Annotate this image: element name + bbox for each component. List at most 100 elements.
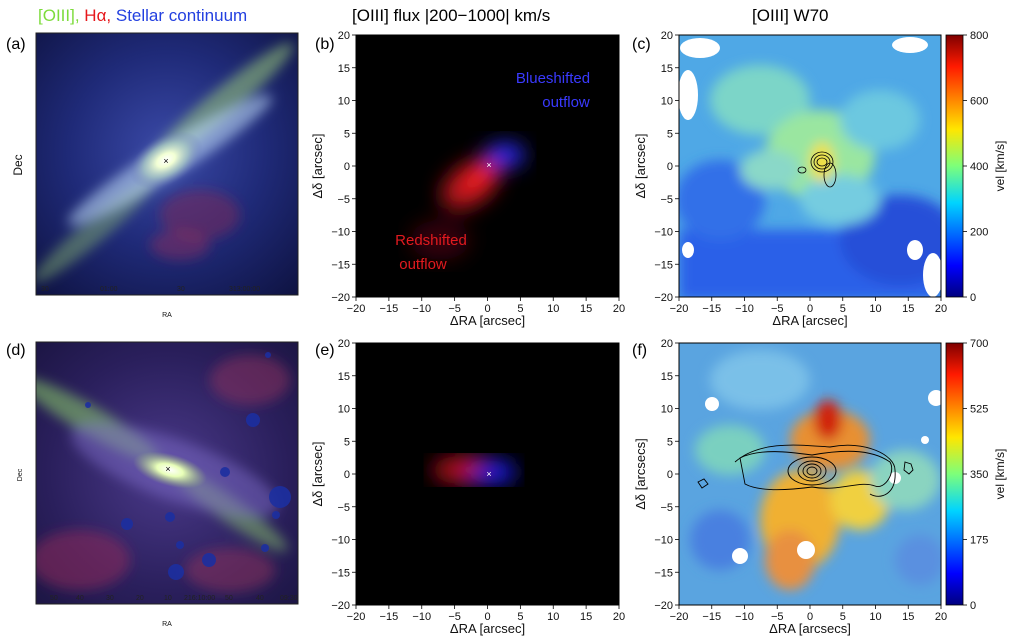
rgb-d-xtick: 10 <box>164 595 172 602</box>
y-tick-label: 10 <box>661 404 673 416</box>
redshift-label-2: outflow <box>399 256 447 273</box>
y-tick-label: −10 <box>331 227 350 239</box>
panel-label-c: (c) <box>632 36 651 53</box>
x-tick-label: −15 <box>702 611 721 623</box>
y-tick-label: −15 <box>654 259 673 271</box>
rgb-d-xlabel: RA <box>162 621 172 628</box>
y-tick-label: 15 <box>661 371 673 383</box>
x-tick-label: 5 <box>840 303 846 315</box>
x-tick-label: 5 <box>517 303 523 315</box>
rgb-a-xtick: 313:00:00 <box>229 286 260 293</box>
colorbar-tick-label: 800 <box>970 30 988 42</box>
y-tick-label: −20 <box>331 600 350 612</box>
x-tick-label: 5 <box>840 611 846 623</box>
colorbar-tick-label: 400 <box>970 161 988 173</box>
panel-label-f: (f) <box>632 342 648 359</box>
y-tick-label: 10 <box>661 96 673 108</box>
header-flux: [OIII] flux |200−1000| km/s <box>352 6 551 25</box>
y-axis-label: Δδ [arcsec] <box>310 441 325 506</box>
x-tick-label: −5 <box>771 303 784 315</box>
redshift-label-1: Redshifted <box>395 232 467 249</box>
y-tick-label: −20 <box>331 292 350 304</box>
x-tick-label: −20 <box>347 303 366 315</box>
w70-map-f <box>679 343 941 605</box>
y-axis-label: Δδ [arcsec] <box>633 133 648 198</box>
rgb-d-ylabel: Dec <box>17 468 24 481</box>
x-tick-label: −15 <box>380 611 399 623</box>
x-tick-label: −20 <box>670 611 689 623</box>
x-tick-label: 0 <box>807 611 813 623</box>
colorbar-tick-label: 175 <box>970 535 988 547</box>
x-tick-label: 15 <box>580 611 592 623</box>
x-tick-label: 20 <box>613 611 625 623</box>
rgb-d-xtick: 40 <box>256 595 264 602</box>
x-tick-label: −20 <box>670 303 689 315</box>
x-tick-label: −5 <box>448 303 461 315</box>
y-tick-label: 15 <box>338 371 350 383</box>
y-tick-label: 5 <box>344 128 350 140</box>
colorbar-tick-label: 0 <box>970 600 976 612</box>
y-tick-label: 0 <box>344 469 350 481</box>
masked-regions-c <box>679 37 941 297</box>
colorbar-tick-label: 350 <box>970 469 988 481</box>
x-tick-label: 0 <box>484 303 490 315</box>
x-axis-label: ΔRA [arcsec] <box>450 313 525 328</box>
y-tick-label: −15 <box>331 567 350 579</box>
header-halpha: Hα, <box>84 6 112 25</box>
y-tick-label: −20 <box>654 292 673 304</box>
y-tick-label: 20 <box>338 30 350 42</box>
x-tick-label: 10 <box>869 303 881 315</box>
y-tick-label: 20 <box>338 338 350 350</box>
colorbar-tick-label: 200 <box>970 227 988 239</box>
x-tick-label: −20 <box>347 611 366 623</box>
y-tick-label: 15 <box>338 63 350 75</box>
rgb-d-xtick: 20 <box>136 595 144 602</box>
y-tick-label: −5 <box>337 502 350 514</box>
rgb-a-xtick: 30 <box>41 286 49 293</box>
flux-image-b <box>356 35 619 297</box>
colorbar-c <box>945 34 964 298</box>
x-tick-label: 20 <box>935 303 947 315</box>
rgb-a-xtick: 30 <box>177 286 185 293</box>
axes-layer: −20 −15 −10 −5 0 5 10 15 20 −20 −15 −10 −5 0 5 10 15 20 ΔR… <box>310 30 1007 636</box>
colorbar-tick-label: 0 <box>970 292 976 304</box>
header-rgb: [OIII], Hα, Stellar continuum <box>38 6 247 26</box>
x-tick-label: −10 <box>735 611 754 623</box>
y-tick-label: −15 <box>654 567 673 579</box>
y-tick-label: 10 <box>338 96 350 108</box>
x-tick-label: 15 <box>902 303 914 315</box>
nucleus-marker-d: × <box>165 464 170 474</box>
header-w70: [OIII] W70 <box>752 6 829 25</box>
x-axis-label: ΔRA [arcsec] <box>772 313 847 328</box>
x-tick-label: 15 <box>902 611 914 623</box>
blueshift-label-2: outflow <box>542 94 590 111</box>
y-tick-label: 0 <box>667 469 673 481</box>
x-axis-label: ΔRA [arcsecs] <box>769 621 851 636</box>
y-tick-label: 20 <box>661 338 673 350</box>
rgb-a-xlabel: RA <box>162 312 172 319</box>
y-tick-label: −5 <box>660 502 673 514</box>
x-tick-label: 15 <box>580 303 592 315</box>
x-tick-label: 10 <box>547 611 559 623</box>
colorbar-f <box>945 342 964 606</box>
y-tick-label: −15 <box>331 259 350 271</box>
x-tick-label: 10 <box>547 303 559 315</box>
rgb-d-xtick: 50 <box>50 595 58 602</box>
rgb-d-xtick: 216:10:00 <box>184 595 215 602</box>
x-tick-label: 5 <box>517 611 523 623</box>
x-tick-label: −5 <box>448 611 461 623</box>
x-tick-label: −5 <box>771 611 784 623</box>
x-tick-label: 0 <box>484 611 490 623</box>
y-tick-label: −5 <box>660 194 673 206</box>
colorbar-label: vel [km/s] <box>993 449 1007 500</box>
rgb-image-a <box>36 33 298 295</box>
x-tick-label: 20 <box>935 611 947 623</box>
y-tick-label: −10 <box>331 535 350 547</box>
rgb-d-xticks: 50 40 30 20 10 216:10:00 50 40 09:30 <box>50 595 298 602</box>
nucleus-marker-a: × <box>163 156 168 166</box>
x-tick-label: −15 <box>702 303 721 315</box>
rgb-a-xticks: 30 01:00 30 313:00:00 <box>41 286 260 293</box>
y-axis-label: Δδ [arcsecs] <box>633 438 648 510</box>
y-tick-label: −10 <box>654 535 673 547</box>
